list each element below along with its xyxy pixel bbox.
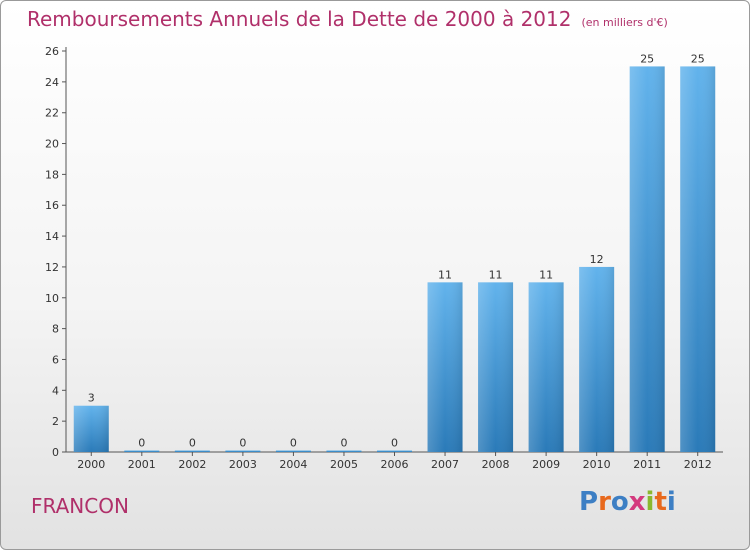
y-tick-label: 16 (45, 199, 59, 212)
x-tick-label-2003: 2003 (229, 458, 257, 471)
x-tick-label-2002: 2002 (178, 458, 206, 471)
chart-subtitle: (en milliers d'€) (581, 16, 668, 29)
x-tick-label-2009: 2009 (532, 458, 560, 471)
x-tick-label-2010: 2010 (583, 458, 611, 471)
data-label-2012: 25 (691, 52, 705, 65)
y-tick-label: 10 (45, 292, 59, 305)
data-label-2004: 0 (290, 437, 297, 450)
bar-shine-2010 (579, 266, 615, 452)
bar-shine-2011 (629, 66, 665, 452)
logo-letter: i (645, 487, 655, 517)
bar-2006 (377, 450, 412, 452)
bar-2002 (174, 450, 210, 452)
y-tick-label: 6 (52, 353, 59, 366)
y-tick-label: 26 (45, 45, 59, 58)
y-tick-label: 2 (52, 415, 59, 428)
y-tick-label: 14 (45, 230, 59, 243)
data-label-2002: 0 (189, 437, 196, 450)
x-tick-label-2012: 2012 (684, 458, 712, 471)
y-tick-label: 8 (52, 323, 59, 336)
bar-shine-2008 (478, 282, 514, 452)
logo-letter: t (654, 487, 667, 517)
y-tick-label: 12 (45, 261, 59, 274)
y-tick-label: 18 (45, 168, 59, 181)
y-tick-label: 20 (45, 138, 59, 151)
data-label-2000: 3 (88, 392, 95, 405)
x-tick-label-2006: 2006 (381, 458, 409, 471)
bar-2004 (275, 450, 311, 452)
data-label-2007: 11 (438, 268, 452, 281)
data-label-2008: 11 (489, 268, 503, 281)
bar-shine-2009 (528, 282, 564, 452)
proxiti-logo: Proxiti (579, 487, 676, 517)
x-tick-label-2011: 2011 (633, 458, 661, 471)
data-labels: 3 0 0 0 0 0 0 11 11 11 12 25 25 (88, 52, 705, 449)
logo-letter: x (628, 487, 646, 517)
bar-shine-2007 (427, 282, 463, 452)
logo-letter: i (666, 487, 676, 517)
x-tick-label-2008: 2008 (482, 458, 510, 471)
data-label-2009: 11 (539, 268, 553, 281)
data-label-2011: 25 (640, 52, 654, 65)
bar-2001 (124, 450, 160, 452)
y-tick-label: 0 (52, 446, 59, 459)
bars (73, 66, 716, 452)
chart-title: Remboursements Annuels de la Dette de 20… (27, 7, 572, 31)
y-tick-label: 22 (45, 107, 59, 120)
bar-2003 (225, 450, 261, 452)
x-tick-label-2004: 2004 (279, 458, 307, 471)
y-tick-label: 4 (52, 384, 59, 397)
data-label-2010: 12 (590, 253, 604, 266)
x-tick-label-2007: 2007 (431, 458, 459, 471)
bar-shine-2000 (73, 405, 109, 452)
x-tick-label-2005: 2005 (330, 458, 358, 471)
x-tick-label-2000: 2000 (77, 458, 105, 471)
data-label-2006: 0 (391, 437, 398, 450)
bar-2005 (326, 450, 362, 452)
commune-name: FRANCON (31, 494, 129, 518)
data-label-2005: 0 (340, 437, 347, 450)
data-label-2003: 0 (239, 437, 246, 450)
x-tick-label-2001: 2001 (128, 458, 156, 471)
logo-letter: P (579, 487, 599, 517)
data-label-2001: 0 (138, 437, 145, 450)
logo-letter: o (610, 487, 629, 517)
chart-title-row: Remboursements Annuels de la Dette de 20… (27, 7, 668, 31)
y-tick-label: 24 (45, 76, 59, 89)
logo-letter: r (598, 487, 611, 517)
bar-shine-2012 (680, 66, 716, 452)
